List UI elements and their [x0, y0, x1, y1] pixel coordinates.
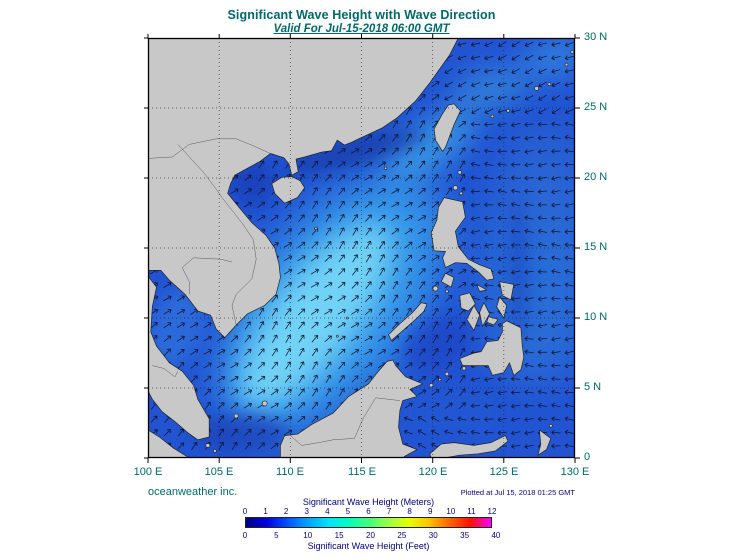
x-axis-label: 115 E: [348, 466, 376, 478]
x-axis-label: 120 E: [418, 466, 448, 478]
colorbar-gradient: [245, 517, 492, 528]
feet-tick: 40: [491, 531, 501, 540]
y-axis-label: 30 N: [584, 31, 608, 43]
colorbar-meters-label: Significant Wave Height (Meters): [302, 497, 435, 507]
map-canvas: [144, 34, 580, 463]
meters-tick: 7: [386, 507, 392, 516]
meters-tick: 0: [242, 507, 248, 516]
meters-tick: 10: [446, 507, 456, 516]
meters-tick: 11: [467, 507, 476, 516]
colorbar-meters-ticks: 0 1 2 3 4 5 6 7 8 9 10 11 12: [242, 507, 497, 516]
meters-tick: 2: [283, 507, 289, 516]
y-axis-label: 15 N: [584, 241, 608, 253]
y-axis-label: 25 N: [584, 101, 608, 113]
meters-tick: 3: [304, 507, 309, 516]
y-axis-label: 5 N: [584, 381, 602, 393]
land-layer: [148, 38, 575, 458]
feet-tick: 0: [242, 531, 248, 540]
y-axis-label: 0: [584, 451, 591, 463]
plotted-timestamp: Plotted at Jul 15, 2018 01:25 GMT: [460, 488, 575, 497]
page-title: Significant Wave Height with Wave Direct…: [227, 8, 496, 22]
feet-tick: 20: [366, 531, 375, 540]
map-layers: [148, 38, 575, 458]
feet-tick: 35: [460, 531, 470, 540]
feet-tick: 5: [274, 531, 279, 540]
map-frame-border: [147, 37, 576, 459]
meters-tick: 8: [407, 507, 412, 516]
credit-text: oceanweather inc.: [148, 486, 238, 498]
feet-tick: 30: [428, 531, 438, 540]
meters-tick: 12: [487, 507, 497, 516]
feet-tick: 10: [303, 531, 313, 540]
x-axis-label: 125 E: [489, 466, 519, 478]
x-axis-label: 105 E: [204, 466, 234, 478]
valid-time-subtitle: Valid For Jul-15-2018 06:00 GMT: [273, 23, 450, 35]
meters-tick: 1: [263, 507, 268, 516]
meters-tick: 9: [428, 507, 433, 516]
y-axis-label: 20 N: [584, 171, 608, 183]
meters-tick: 5: [345, 507, 351, 516]
colorbar-feet-ticks: 0 5 10 15 20 25 30 35 40: [242, 531, 501, 540]
colorbar-feet-label: Significant Wave Height (Feet): [307, 541, 430, 551]
x-axis-label: 130 E: [560, 466, 590, 478]
meters-tick: 4: [325, 507, 330, 516]
meters-tick: 6: [366, 507, 371, 516]
y-axis-label: 10 N: [584, 311, 608, 323]
x-axis-label: 110 E: [276, 466, 304, 478]
feet-tick: 15: [334, 531, 344, 540]
axis-ticks: [144, 34, 580, 463]
map-plot-area: [144, 34, 580, 463]
x-axis-label: 100 E: [133, 466, 163, 478]
feet-tick: 25: [397, 531, 407, 540]
